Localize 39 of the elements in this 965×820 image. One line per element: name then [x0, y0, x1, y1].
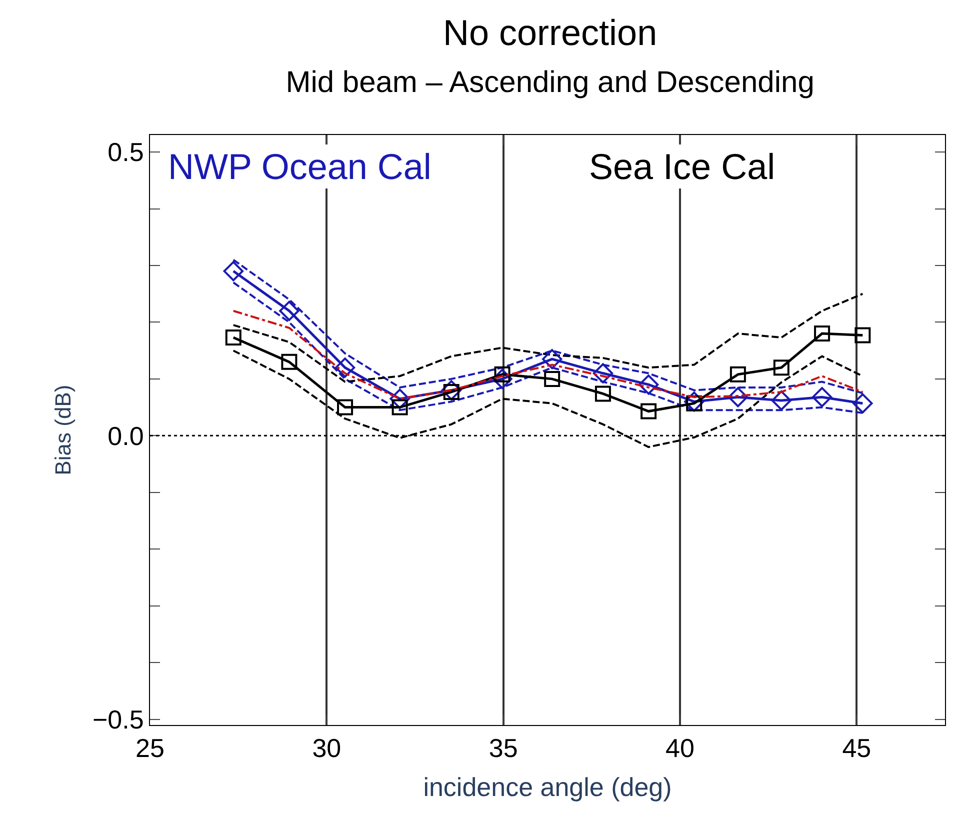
point — [441, 380, 462, 400]
point — [854, 327, 871, 344]
point — [337, 399, 354, 416]
point — [542, 348, 562, 370]
point — [594, 386, 611, 402]
x-tick-label: 30 — [312, 733, 342, 764]
point — [390, 388, 410, 409]
chart-subtitle: Mid beam – Ascending and Descending — [286, 66, 814, 99]
point — [492, 368, 512, 390]
point — [223, 261, 244, 282]
point — [544, 370, 560, 387]
x-tick-label: 35 — [488, 733, 518, 764]
point — [684, 392, 704, 412]
text: Sea Ice Cal — [589, 146, 776, 187]
point — [225, 330, 242, 346]
point — [279, 300, 300, 321]
x-tick-label: 45 — [842, 733, 872, 764]
y-axis-title: Bias (dB) — [50, 384, 76, 476]
point — [812, 387, 832, 408]
y-tick-label: −0.5 — [92, 704, 144, 734]
x-tick-label: 25 — [136, 733, 164, 764]
point — [814, 326, 830, 342]
y-tick-label: 0.0 — [108, 420, 144, 451]
point — [771, 390, 792, 411]
point — [392, 399, 408, 416]
x-axis-title: incidence angle (deg) — [423, 772, 672, 802]
point — [730, 366, 746, 382]
text: NWP Ocean Cal — [168, 146, 432, 187]
point — [334, 358, 356, 378]
y-tick-label: 0.5 — [108, 137, 144, 168]
point — [852, 393, 873, 414]
point — [640, 403, 657, 420]
chart-title: No correction — [443, 12, 658, 54]
point — [638, 374, 659, 395]
point — [773, 360, 790, 376]
x-tick-label: 40 — [666, 733, 694, 764]
point — [281, 354, 298, 370]
point — [728, 387, 748, 408]
point — [592, 363, 614, 384]
